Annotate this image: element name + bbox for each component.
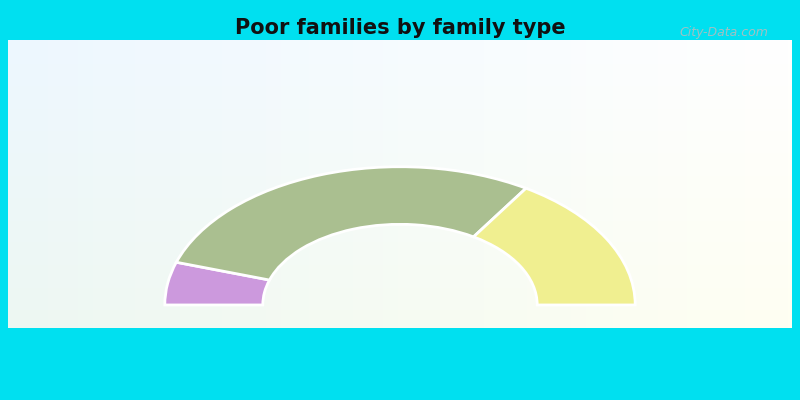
- Wedge shape: [176, 167, 526, 280]
- Text: City-Data.com: City-Data.com: [680, 26, 769, 39]
- Wedge shape: [474, 188, 635, 305]
- Wedge shape: [165, 262, 270, 305]
- Text: Poor families by family type: Poor families by family type: [234, 18, 566, 38]
